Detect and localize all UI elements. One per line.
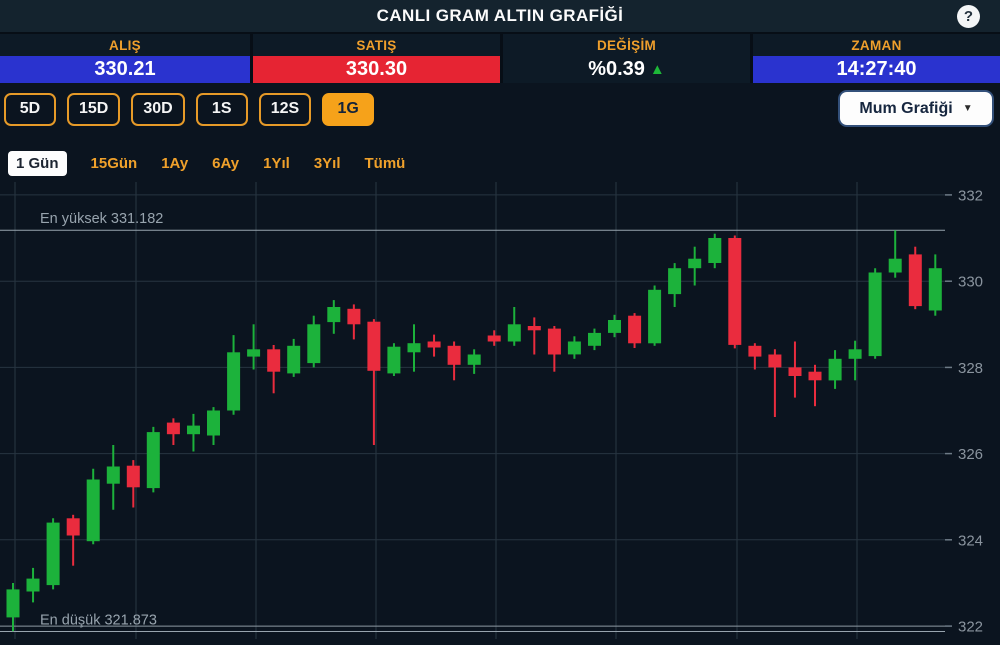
candle-body <box>588 332 601 346</box>
candle-body <box>387 346 401 374</box>
title-bar: CANLI GRAM ALTIN GRAFİĞİ ? <box>0 0 1000 34</box>
y-axis-label: 328 <box>958 360 983 377</box>
buy-value: 330.21 <box>0 56 250 83</box>
candle-body <box>166 422 180 435</box>
chart-type-value: Mum Grafiği <box>859 99 953 117</box>
time-value: 14:27:40 <box>753 56 1000 83</box>
candle-body <box>547 328 561 355</box>
candles <box>6 230 942 632</box>
candle-body <box>106 466 120 484</box>
candle-body <box>26 578 40 592</box>
candle-body <box>648 289 662 344</box>
range-tab-1ay[interactable]: 1Ay <box>161 154 189 172</box>
high-label: En yüksek 331.182 <box>40 211 163 227</box>
timeframe-button-5D[interactable]: 5D <box>4 92 56 126</box>
chart-type-dropdown[interactable]: Mum Grafiği ▼ <box>840 92 992 125</box>
timeframe-button-1S[interactable]: 1S <box>195 92 248 126</box>
candle-body <box>327 307 341 323</box>
page-title: CANLI GRAM ALTIN GRAFİĞİ <box>376 6 624 25</box>
candle-body <box>768 354 782 368</box>
chevron-down-icon: ▼ <box>962 103 973 114</box>
candle-body <box>46 522 60 586</box>
change-label: DEĞİŞİM <box>596 37 657 53</box>
candle-body <box>307 324 321 364</box>
y-axis-label: 326 <box>958 446 983 463</box>
y-axis-label: 324 <box>958 532 983 549</box>
gridlines <box>0 182 945 639</box>
candle-body <box>207 410 220 436</box>
candle-body <box>788 367 802 376</box>
timeframe-button-30D[interactable]: 30D <box>131 92 185 126</box>
candle-body <box>728 238 742 345</box>
candle-body <box>868 272 882 357</box>
candle-body <box>86 479 100 542</box>
help-icon[interactable]: ? <box>957 5 980 28</box>
annotations: En yüksek 331.182 En düşük 321.873 <box>0 211 945 633</box>
candle-body <box>888 258 902 273</box>
y-axis-label: 332 <box>958 187 983 204</box>
candle-body <box>567 341 581 355</box>
candle-body <box>146 432 160 489</box>
candlestick-chart[interactable]: 332 330 328 326 324 322 En yüksek 331.182 En dü… <box>0 182 1000 639</box>
change-value: %0.39 ▲ <box>503 56 750 83</box>
range-tab-6ay[interactable]: 6Ay <box>212 154 240 172</box>
candle-body <box>66 518 80 536</box>
candle-body <box>848 349 862 359</box>
price-stats-strip: ALIŞ 330.21 SATIŞ 330.30 DEĞİŞİM %0.39 ▲… <box>0 34 1000 83</box>
timeframe-toolbar: 5D 15D 30D 1S 12S 1G Mum Grafiği ▼ <box>0 92 1000 126</box>
candle-body <box>427 341 441 348</box>
range-tab-1yıl[interactable]: 1Yıl <box>263 154 290 172</box>
candle-body <box>347 308 361 325</box>
sell-value: 330.30 <box>253 56 500 83</box>
candle-body <box>527 326 541 331</box>
buy-label: ALIŞ <box>109 37 141 53</box>
time-label: ZAMAN <box>851 37 902 53</box>
candle-body <box>287 345 301 374</box>
timeframe-button-12S[interactable]: 12S <box>258 92 312 126</box>
candle-body <box>507 324 521 342</box>
change-percent: %0.39 <box>588 58 645 80</box>
chart-area: 332 330 328 326 324 322 En yüksek 331.182 En dü… <box>0 182 1000 639</box>
y-axis: 332 330 328 326 324 322 <box>945 187 983 636</box>
candle-body <box>487 335 501 342</box>
timeframe-button-15D[interactable]: 15D <box>67 92 121 126</box>
low-label: En düşük 321.873 <box>40 613 157 629</box>
candle-body <box>467 354 481 365</box>
candle-body <box>187 425 200 435</box>
candle-body <box>748 345 762 357</box>
candle-body <box>628 315 642 344</box>
candle-body <box>267 349 281 372</box>
candle-body <box>407 343 421 353</box>
candle-body <box>6 589 20 618</box>
candle-body <box>688 258 702 269</box>
stat-sell: SATIŞ 330.30 <box>250 34 500 83</box>
stat-time: ZAMAN 14:27:40 <box>750 34 1000 83</box>
range-tab-tümü[interactable]: Tümü <box>364 154 406 172</box>
candle-body <box>126 465 140 488</box>
range-tab-3yıl[interactable]: 3Yıl <box>313 154 341 172</box>
up-triangle-icon: ▲ <box>649 61 665 78</box>
range-tabs: 1 Gün 15Gün 1Ay 6Ay 1Yıl 3Yıl Tümü <box>0 148 1000 178</box>
candle-body <box>367 321 381 371</box>
timeframe-button-1G[interactable]: 1G <box>322 92 375 126</box>
candle-body <box>668 268 682 295</box>
sell-label: SATIŞ <box>356 37 397 53</box>
candle-body <box>928 268 942 311</box>
candle-body <box>908 254 922 307</box>
y-axis-label: 322 <box>958 619 983 636</box>
candle-body <box>447 345 461 365</box>
stat-buy: ALIŞ 330.21 <box>0 34 250 83</box>
candle-body <box>247 349 261 357</box>
stat-change: DEĞİŞİM %0.39 ▲ <box>500 34 750 83</box>
range-tab-1gün[interactable]: 1 Gün <box>8 150 67 176</box>
candle-body <box>708 238 722 263</box>
candle-body <box>828 358 842 381</box>
candle-body <box>608 320 621 333</box>
y-axis-label: 330 <box>958 274 983 291</box>
range-tab-15gün[interactable]: 15Gün <box>90 154 138 172</box>
candle-body <box>808 371 822 381</box>
candle-body <box>227 352 241 411</box>
